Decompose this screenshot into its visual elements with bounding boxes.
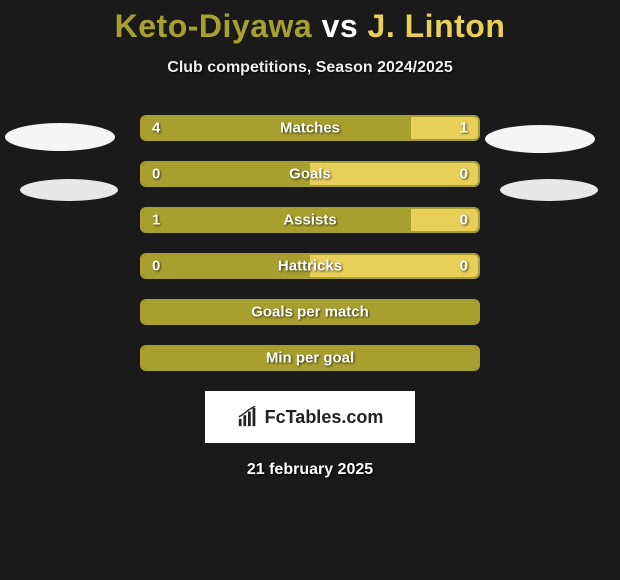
decorative-ellipse: [5, 123, 115, 151]
stat-label: Matches: [280, 120, 340, 137]
comparison-chart: Matches41Goals00Assists10Hattricks00Goal…: [140, 115, 480, 371]
subtitle: Club competitions, Season 2024/2025: [0, 59, 620, 77]
stat-label: Min per goal: [266, 350, 354, 367]
stat-value-left: 1: [152, 212, 160, 229]
stat-row: Min per goal: [140, 345, 480, 371]
stat-label: Goals: [289, 166, 331, 183]
player1-name: Keto-Diyawa: [115, 8, 313, 44]
date-text: 21 february 2025: [0, 461, 620, 479]
player2-name: J. Linton: [368, 8, 506, 44]
stat-label: Hattricks: [278, 258, 342, 275]
logo-box: FcTables.com: [205, 391, 415, 443]
stat-label: Goals per match: [251, 304, 369, 321]
stat-value-left: 0: [152, 258, 160, 275]
bar-fill-left: [142, 209, 411, 231]
stat-value-right: 0: [460, 258, 468, 275]
stat-row: Hattricks 0 0: [140, 253, 480, 279]
stat-value-left: 0: [152, 166, 160, 183]
bar-fill-left: [142, 117, 411, 139]
stat-value-right: 0: [460, 166, 468, 183]
page-title: Keto-Diyawa vs J. Linton: [0, 0, 620, 45]
logo-text: FcTables.com: [265, 407, 384, 428]
stat-row: Goals per match: [140, 299, 480, 325]
stat-value-right: 1: [460, 120, 468, 137]
decorative-ellipse: [20, 179, 118, 201]
stat-label: Assists: [283, 212, 336, 229]
stat-value-right: 0: [460, 212, 468, 229]
stat-value-left: 4: [152, 120, 160, 137]
decorative-ellipse: [485, 125, 595, 153]
chart-icon: [237, 406, 259, 428]
vs-text: vs: [322, 8, 359, 44]
bar-fill-left: [142, 163, 310, 185]
stat-row: Matches 4 1: [140, 115, 480, 141]
bar-fill-right: [310, 163, 478, 185]
stat-row: Assists 1 0: [140, 207, 480, 233]
stat-row: Goals 0 0: [140, 161, 480, 187]
decorative-ellipse: [500, 179, 598, 201]
